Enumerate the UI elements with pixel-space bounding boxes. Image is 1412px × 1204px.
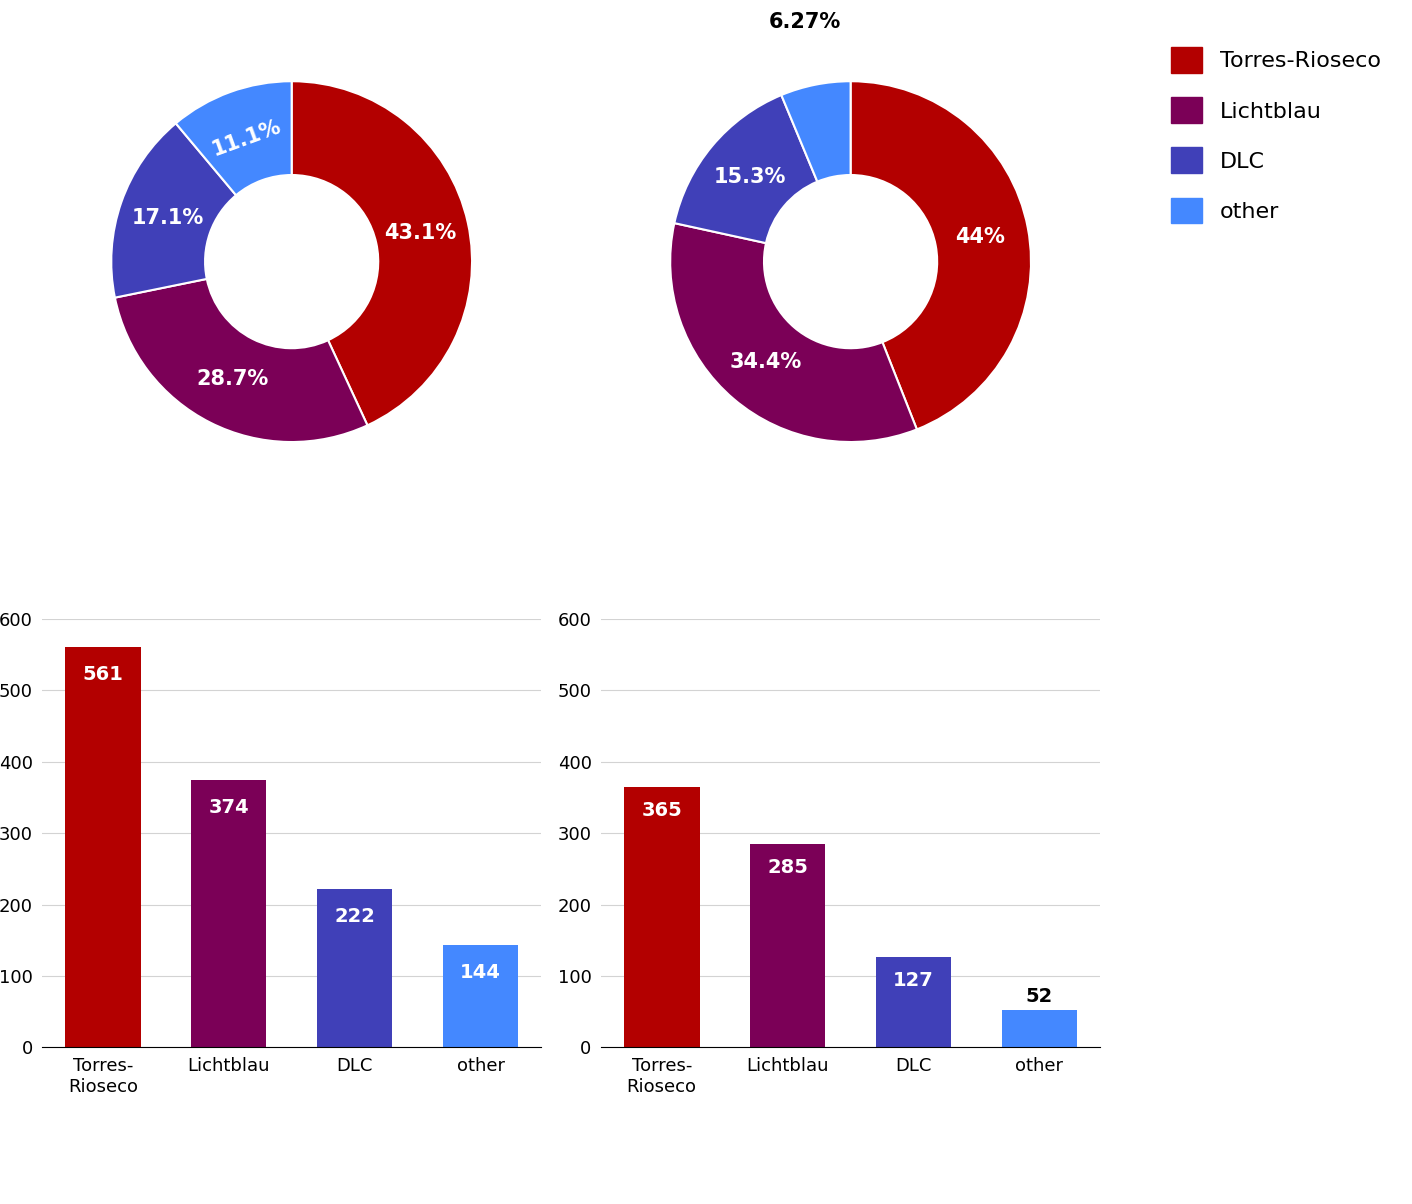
Text: 222: 222 (335, 907, 376, 926)
Bar (750, 844, 826, 1047)
Text: 28.7%: 28.7% (196, 370, 268, 389)
Text: 43.1%: 43.1% (384, 223, 456, 243)
Wedge shape (675, 95, 818, 243)
Bar (191, 780, 267, 1047)
Wedge shape (781, 81, 850, 182)
Wedge shape (176, 81, 292, 195)
Bar (1001, 1010, 1077, 1047)
Bar (65, 647, 141, 1047)
Text: 34.4%: 34.4% (729, 352, 802, 372)
Text: 285: 285 (767, 858, 808, 878)
Text: 561: 561 (82, 665, 123, 684)
Bar (875, 957, 952, 1047)
Wedge shape (114, 279, 367, 442)
Text: 144: 144 (460, 962, 501, 981)
Wedge shape (850, 81, 1031, 430)
Text: 11.1%: 11.1% (209, 116, 284, 160)
Text: 127: 127 (894, 972, 933, 990)
Bar (443, 945, 518, 1047)
Text: 365: 365 (641, 801, 682, 820)
Text: 374: 374 (209, 798, 249, 818)
Text: 44%: 44% (955, 228, 1005, 247)
Text: 15.3%: 15.3% (713, 167, 785, 187)
Text: 17.1%: 17.1% (131, 208, 203, 229)
Wedge shape (671, 223, 916, 442)
Text: 52: 52 (1027, 987, 1053, 1007)
Wedge shape (112, 123, 236, 297)
Bar (316, 889, 393, 1047)
Legend: Torres-Rioseco, Lichtblau, DLC, other: Torres-Rioseco, Lichtblau, DLC, other (1172, 47, 1381, 223)
Wedge shape (292, 81, 472, 425)
Bar (624, 787, 699, 1047)
Text: 6.27%: 6.27% (768, 12, 840, 31)
